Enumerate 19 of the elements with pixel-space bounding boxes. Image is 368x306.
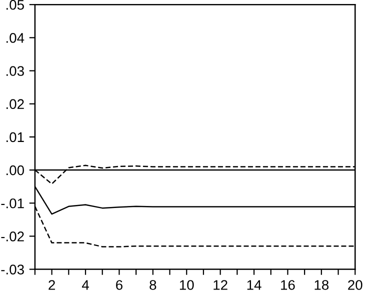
x-tick-label: 14 bbox=[247, 280, 262, 290]
x-tick-label: 2 bbox=[48, 280, 55, 290]
x-tick-label: 16 bbox=[281, 280, 295, 290]
x-tick-label: 8 bbox=[150, 280, 156, 290]
y-tick-label: .05 bbox=[6, 0, 24, 10]
x-tick-label: 12 bbox=[214, 280, 228, 290]
x-tick-label: 20 bbox=[348, 280, 362, 290]
y-tick-label: .03 bbox=[6, 66, 24, 76]
x-tick-label: 4 bbox=[82, 280, 89, 290]
x-tick-label: 10 bbox=[180, 280, 194, 290]
y-tick-label: .00 bbox=[6, 165, 24, 176]
y-tick-label: -.01 bbox=[1, 198, 24, 208]
y-tick-label: -.02 bbox=[1, 232, 24, 242]
x-tick-label: 6 bbox=[116, 280, 122, 290]
x-tick-label: 18 bbox=[314, 280, 329, 290]
y-tick-label: .01 bbox=[6, 132, 24, 142]
y-tick-label: .02 bbox=[6, 99, 24, 110]
y-tick-label: .04 bbox=[6, 33, 24, 43]
y-tick-label: -.03 bbox=[1, 264, 24, 274]
